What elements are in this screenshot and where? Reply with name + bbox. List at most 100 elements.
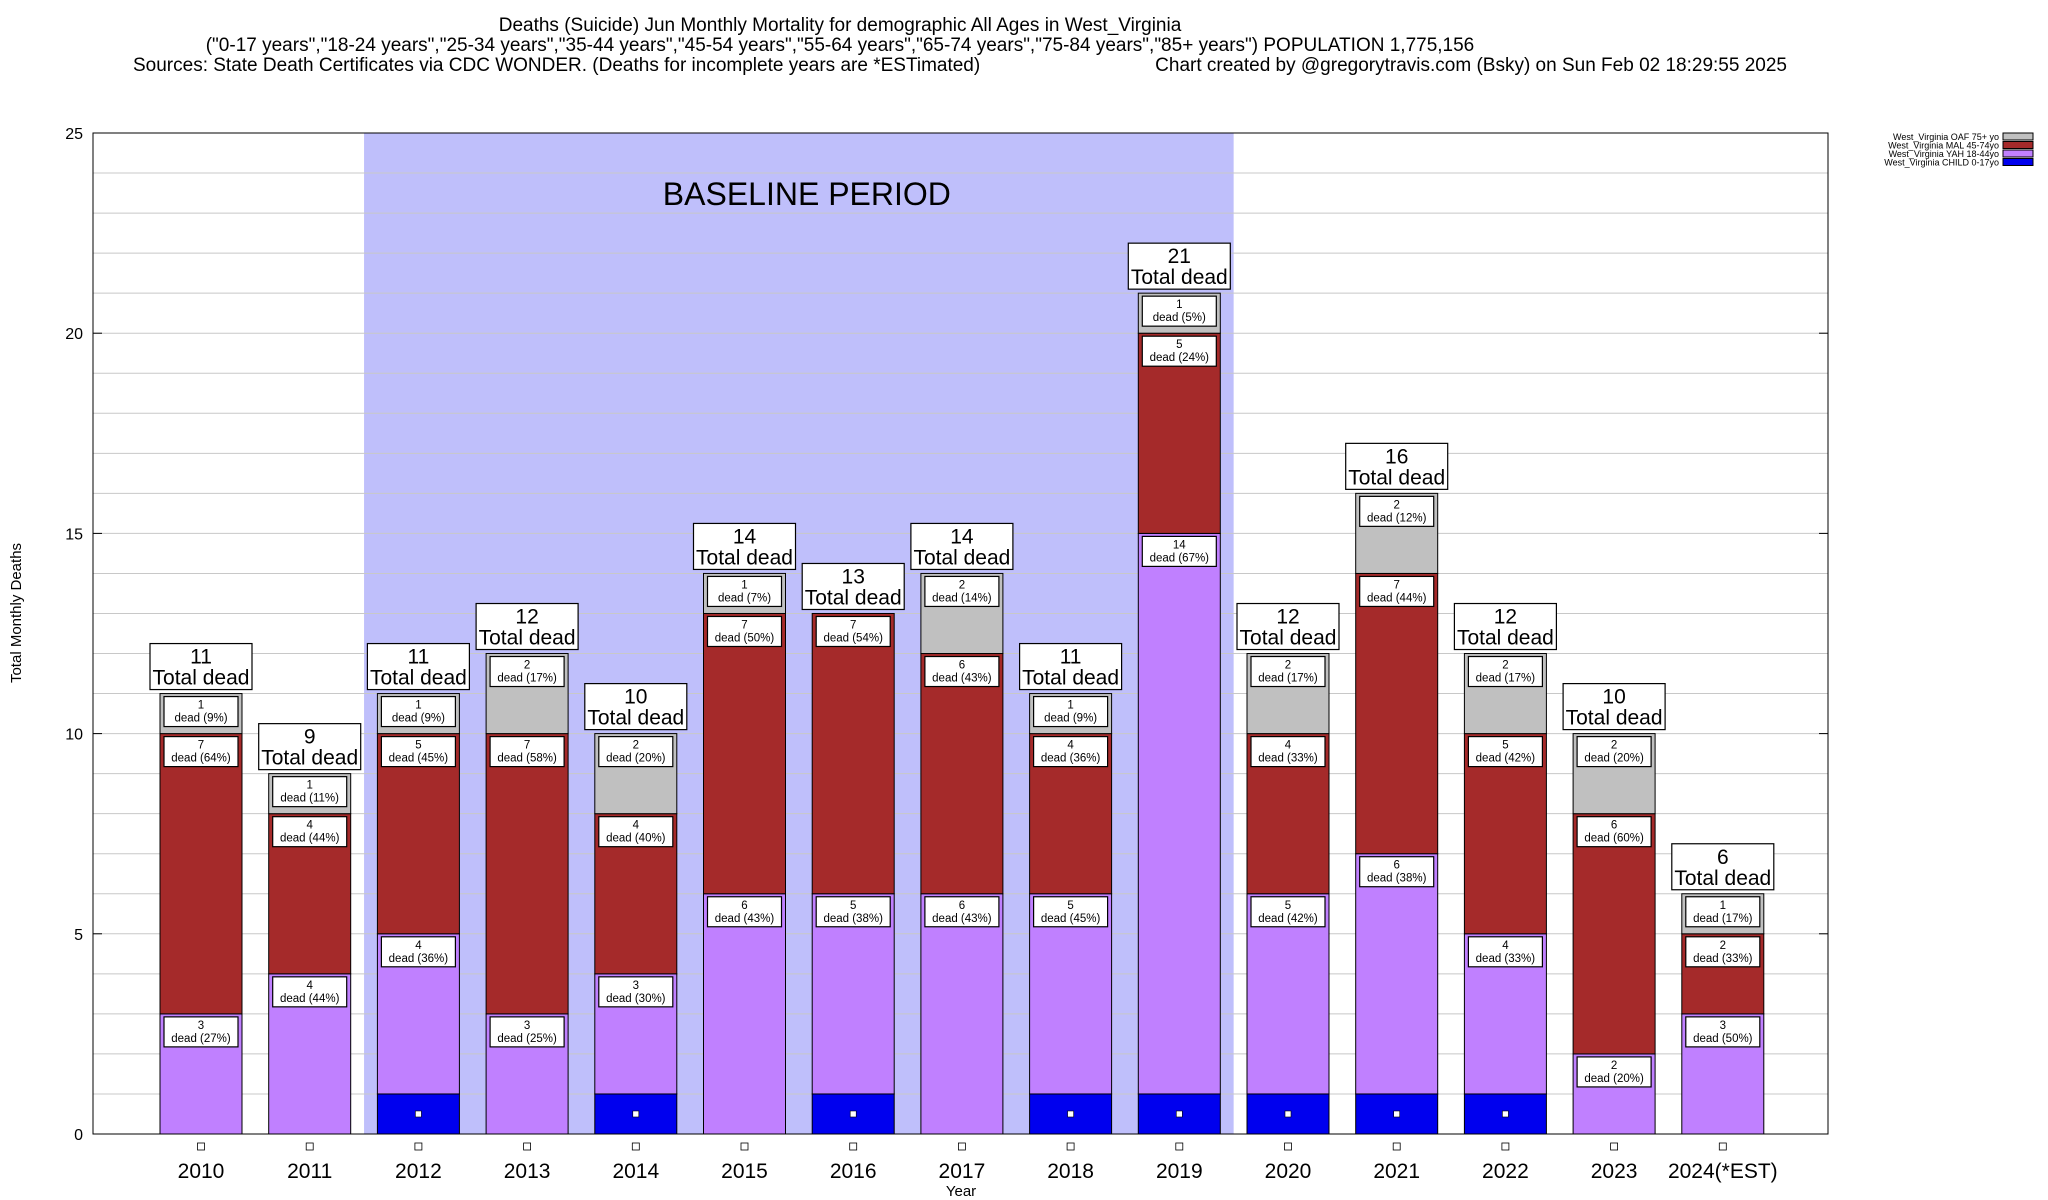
segment-label-box bbox=[489, 1016, 565, 1048]
total-label-box bbox=[258, 723, 362, 771]
segment-label-box bbox=[489, 735, 565, 768]
total-label-box bbox=[1236, 602, 1340, 651]
x-marker bbox=[631, 1142, 640, 1151]
chart-title: Deaths (Suicide) Jun Monthly Mortality f… bbox=[499, 15, 1182, 36]
bar-segment bbox=[1355, 572, 1439, 855]
segment-percent: dead (36%) bbox=[389, 953, 449, 965]
child-marker bbox=[849, 1110, 857, 1118]
segment-count: 3 bbox=[633, 980, 639, 992]
segment-percent: dead (20%) bbox=[1584, 753, 1644, 765]
total-label-box bbox=[584, 682, 688, 731]
y-axis-label: Total Monthly Deaths bbox=[8, 543, 25, 683]
segment-count: 5 bbox=[1285, 900, 1291, 912]
y-tick-label: 20 bbox=[65, 326, 83, 343]
segment-percent: dead (43%) bbox=[932, 913, 992, 925]
total-caption: Total dead bbox=[1131, 266, 1228, 289]
segment-label-box bbox=[380, 695, 456, 728]
child-marker bbox=[1284, 1110, 1292, 1118]
segment-label-box bbox=[1359, 575, 1435, 608]
segment-percent: dead (38%) bbox=[823, 913, 883, 925]
segment-percent: dead (25%) bbox=[497, 1033, 557, 1045]
segment-label-box bbox=[163, 1016, 239, 1048]
baseline-label: BASELINE PERIOD bbox=[663, 176, 951, 212]
segment-count: 4 bbox=[306, 820, 313, 832]
y-tick-label: 25 bbox=[65, 126, 83, 143]
total-caption: Total dead bbox=[261, 747, 358, 770]
segment-count: 4 bbox=[1502, 940, 1509, 952]
total-caption: Total dead bbox=[1348, 466, 1445, 489]
segment-label-box bbox=[1359, 495, 1435, 527]
segment-count: 7 bbox=[741, 619, 747, 631]
segment-percent: dead (11%) bbox=[280, 793, 339, 805]
segment-count: 2 bbox=[1393, 499, 1399, 511]
segment-label-box bbox=[1141, 295, 1217, 327]
bar-segment bbox=[1572, 813, 1656, 1055]
x-tick-label: 2013 bbox=[504, 1160, 551, 1183]
segment-label-box bbox=[1032, 896, 1109, 928]
x-marker bbox=[1066, 1142, 1075, 1151]
segment-percent: dead (42%) bbox=[1258, 913, 1318, 925]
x-tick-label: 2021 bbox=[1373, 1160, 1420, 1183]
segment-label-box bbox=[1576, 816, 1652, 848]
segment-count: 7 bbox=[1393, 579, 1399, 591]
segment-percent: dead (44%) bbox=[280, 993, 340, 1005]
x-marker bbox=[849, 1142, 858, 1151]
segment-label-box bbox=[1467, 936, 1544, 968]
segment-count: 5 bbox=[415, 740, 421, 752]
total-caption: Total dead bbox=[805, 586, 902, 609]
x-marker bbox=[414, 1142, 423, 1151]
x-tick-label: 2012 bbox=[395, 1160, 442, 1183]
chart-sources: Sources: State Death Certificates via CD… bbox=[133, 55, 980, 76]
segment-percent: dead (44%) bbox=[1367, 592, 1427, 604]
bar-segment bbox=[920, 653, 1004, 895]
segment-label-box bbox=[489, 655, 565, 688]
segment-count: 4 bbox=[306, 980, 313, 992]
segment-label-box bbox=[380, 936, 456, 968]
x-axis-label: Year bbox=[946, 1183, 976, 1200]
segment-percent: dead (20%) bbox=[1584, 1073, 1644, 1085]
segment-count: 1 bbox=[1720, 900, 1726, 912]
x-tick-label: 2015 bbox=[721, 1160, 768, 1183]
child-marker bbox=[1393, 1110, 1400, 1118]
total-count: 6 bbox=[1717, 846, 1729, 869]
bar-segment bbox=[485, 733, 569, 1015]
total-label-box bbox=[1671, 843, 1775, 891]
child-marker bbox=[632, 1110, 640, 1118]
segment-percent: dead (14%) bbox=[932, 592, 992, 604]
segment-percent: dead (54%) bbox=[823, 632, 883, 644]
total-count: 21 bbox=[1168, 245, 1191, 268]
x-tick-label: 2020 bbox=[1265, 1160, 1312, 1183]
total-caption: Total dead bbox=[696, 546, 793, 569]
segment-percent: dead (20%) bbox=[606, 753, 666, 765]
segment-count: 6 bbox=[1611, 820, 1617, 832]
bar-segment bbox=[1355, 853, 1439, 1095]
total-count: 10 bbox=[1602, 686, 1625, 709]
segment-label-box bbox=[272, 816, 348, 848]
segment-count: 6 bbox=[959, 900, 965, 912]
segment-count: 2 bbox=[1611, 740, 1617, 752]
total-count: 11 bbox=[190, 646, 212, 669]
total-count: 12 bbox=[515, 606, 538, 629]
segment-label-box bbox=[1141, 535, 1217, 568]
total-label-box bbox=[1018, 642, 1123, 691]
total-caption: Total dead bbox=[370, 667, 467, 690]
total-caption: Total dead bbox=[479, 627, 576, 650]
segment-count: 1 bbox=[198, 700, 204, 712]
total-caption: Total dead bbox=[1566, 707, 1663, 730]
segment-count: 5 bbox=[1176, 339, 1182, 351]
total-label-box bbox=[692, 522, 797, 571]
bar-segment bbox=[703, 893, 786, 1135]
legend-swatch bbox=[2002, 132, 2034, 141]
segment-label-box bbox=[706, 615, 783, 648]
segment-count: 1 bbox=[1067, 700, 1073, 712]
segment-count: 3 bbox=[524, 1020, 530, 1032]
total-label-box bbox=[1127, 242, 1231, 290]
x-tick-label: 2023 bbox=[1591, 1160, 1638, 1183]
total-label-box bbox=[149, 642, 253, 691]
total-label-box bbox=[1562, 682, 1666, 731]
segment-percent: dead (24%) bbox=[1150, 352, 1210, 364]
segment-percent: dead (50%) bbox=[1693, 1033, 1753, 1045]
total-count: 14 bbox=[950, 525, 974, 548]
